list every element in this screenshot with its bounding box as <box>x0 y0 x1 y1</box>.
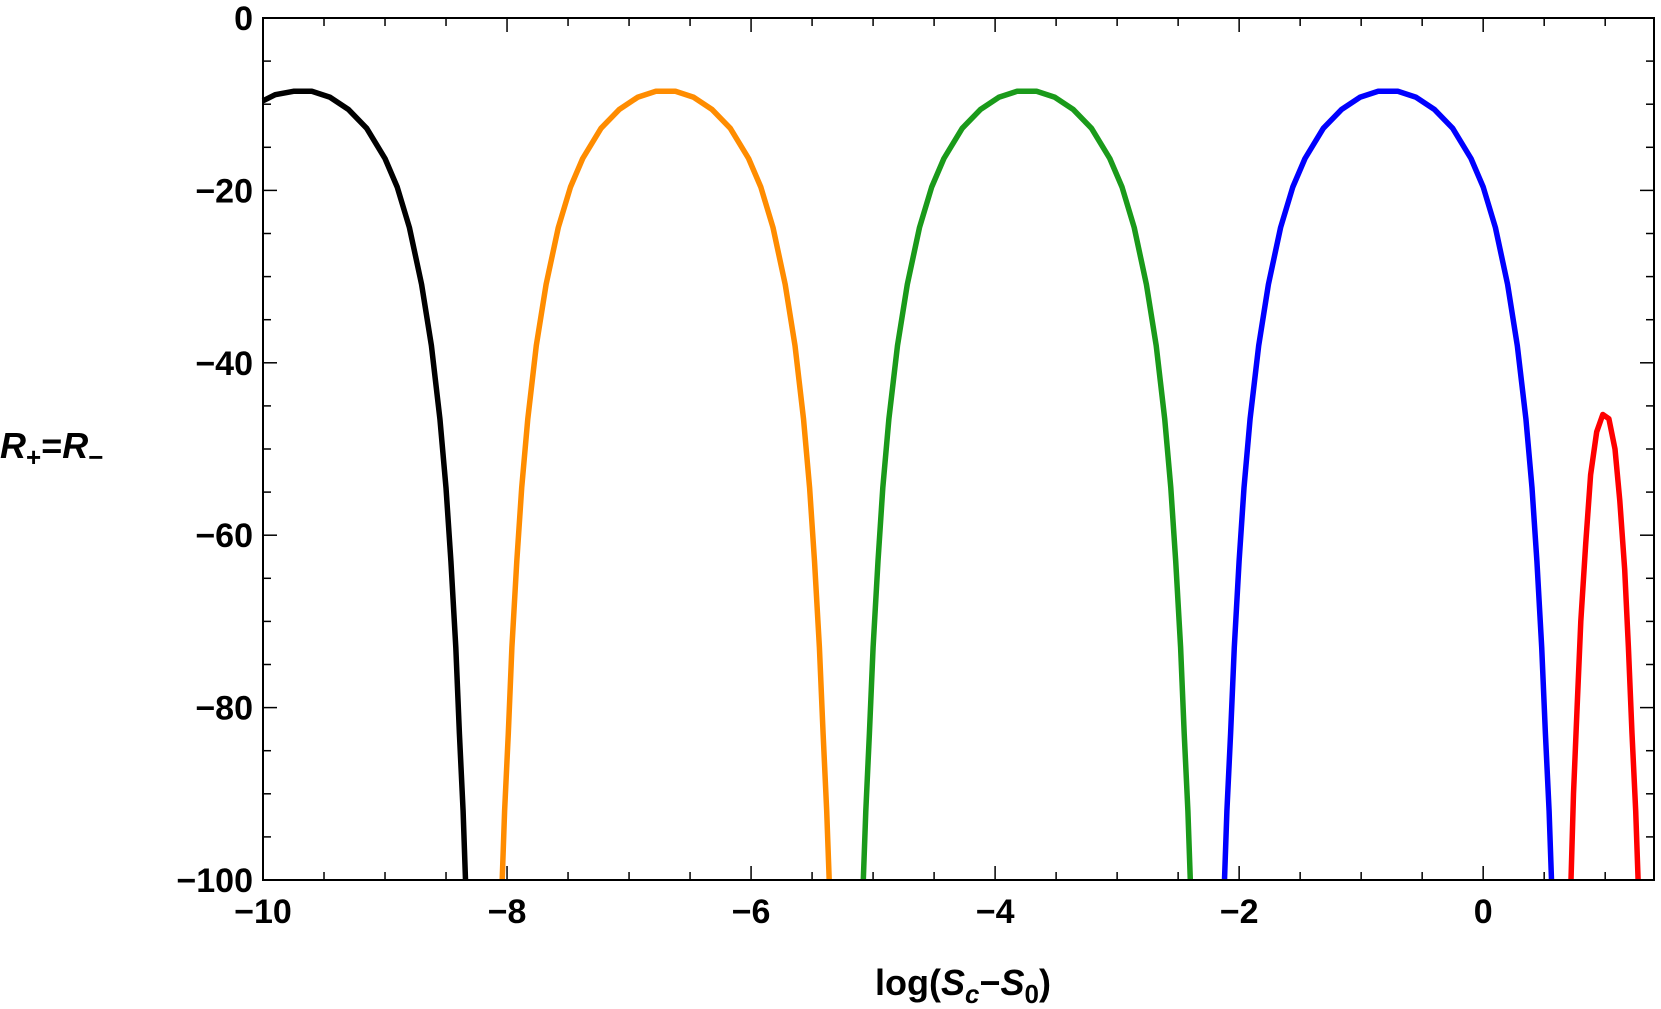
axis-ticks <box>262 17 1654 881</box>
series-line-2 <box>499 88 832 881</box>
plot-frame <box>262 17 1655 881</box>
x-tick-label: 0 <box>1474 893 1493 931</box>
series-line-1 <box>261 88 469 881</box>
x-tick-label: −8 <box>488 893 527 931</box>
plot-area <box>261 88 1641 881</box>
y-tick-label: −40 <box>195 345 253 383</box>
x-tick-label: −4 <box>976 893 1015 931</box>
x-axis-label: log(Sc−S0) <box>875 962 1051 1009</box>
y-axis-label: R+=R− <box>0 425 103 472</box>
x-tick-label: −6 <box>732 893 771 931</box>
x-tick-labels: −10 −8 −6 −4 −2 0 <box>234 893 1492 931</box>
y-tick-label: −20 <box>195 172 253 210</box>
series-line-5 <box>1568 411 1641 881</box>
y-tick-label: 0 <box>234 0 253 38</box>
x-tick-label: −2 <box>1220 893 1259 931</box>
series-line-3 <box>860 88 1194 881</box>
y-tick-label: −80 <box>195 690 253 728</box>
x-tick-label: −10 <box>234 893 292 931</box>
y-tick-labels: 0 −20 −40 −60 −80 −100 <box>176 0 253 900</box>
y-tick-label: −100 <box>176 862 253 900</box>
series-line-4 <box>1221 88 1555 881</box>
y-tick-label: −60 <box>195 517 253 555</box>
